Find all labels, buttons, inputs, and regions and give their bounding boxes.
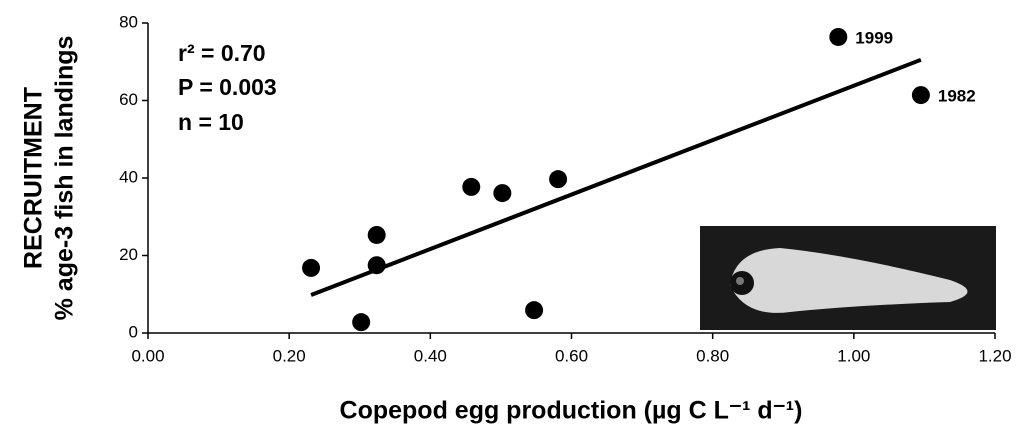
trendline <box>310 57 922 297</box>
point <box>352 313 371 332</box>
annotation: r² = 0.70 <box>178 40 266 66</box>
x-tick-label: 0.60 <box>555 346 588 365</box>
x-tick-label: 1.00 <box>837 346 870 365</box>
x-tick-label: 0.20 <box>273 346 306 365</box>
y-axis-label: RECRUITMENT <box>20 87 48 269</box>
point <box>367 225 386 244</box>
point <box>367 256 386 275</box>
y-tick-label: 0 <box>129 322 138 341</box>
x-tick-label: 0.80 <box>696 346 729 365</box>
y-axis-label: % age-3 fish in landings <box>51 36 79 321</box>
point-label: 1999 <box>855 28 893 47</box>
y-tick-label: 20 <box>119 245 138 264</box>
y-tick-label: 80 <box>119 12 138 31</box>
x-axis-label: Copepod egg production (µg C L⁻¹ d⁻¹) <box>340 397 803 425</box>
x-tick-label: 0.40 <box>414 346 447 365</box>
point <box>462 177 481 196</box>
annotation: n = 10 <box>178 109 244 135</box>
point <box>302 258 321 277</box>
point <box>549 170 568 189</box>
annotation: P = 0.003 <box>178 74 277 100</box>
point <box>493 184 512 203</box>
point <box>911 86 930 105</box>
y-tick-label: 40 <box>119 167 138 186</box>
point-label: 1982 <box>938 87 976 106</box>
x-tick-label: 0.00 <box>131 346 164 365</box>
y-tick-label: 60 <box>119 90 138 109</box>
fish-photo <box>700 226 996 330</box>
point <box>525 301 544 320</box>
point <box>829 27 848 46</box>
x-tick-label: 1.20 <box>978 346 1011 365</box>
